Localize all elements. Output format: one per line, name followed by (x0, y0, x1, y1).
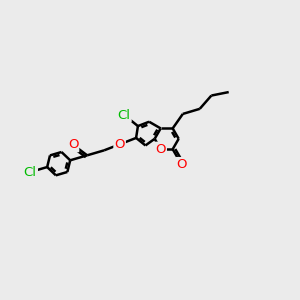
Text: O: O (114, 138, 125, 151)
Text: O: O (155, 143, 166, 156)
Text: Cl: Cl (118, 109, 131, 122)
Text: O: O (176, 158, 187, 171)
Text: Cl: Cl (24, 166, 37, 178)
Text: O: O (68, 138, 78, 151)
